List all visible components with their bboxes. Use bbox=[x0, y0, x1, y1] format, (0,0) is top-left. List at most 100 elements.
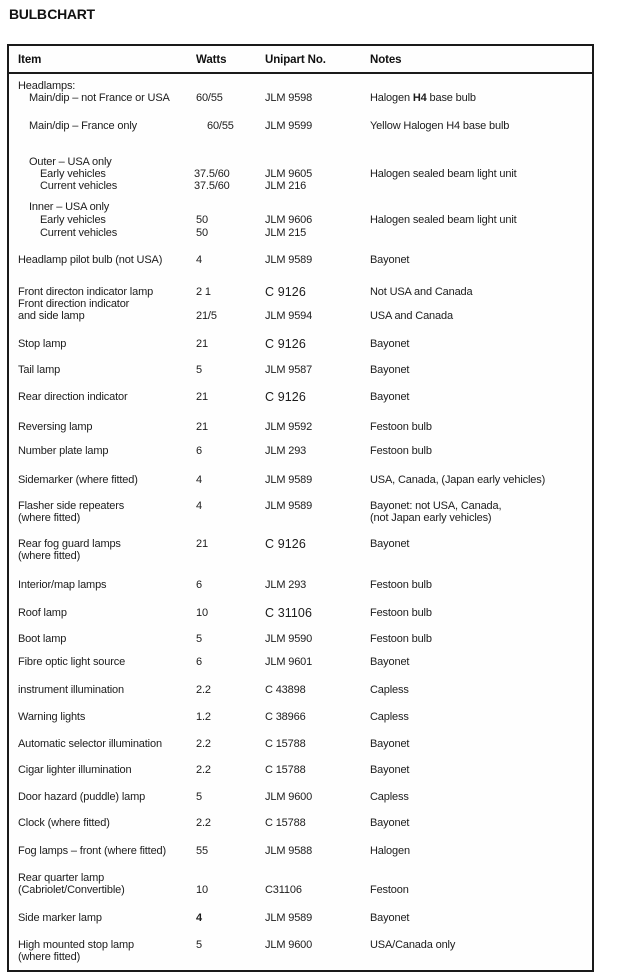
item-cell: Tail lamp bbox=[18, 364, 61, 376]
notes-cell: USA, Canada, (Japan early vehicles) bbox=[370, 474, 546, 486]
item-cell: Sidemarker (where fitted) bbox=[18, 474, 138, 486]
unipart-cell: C 38966 bbox=[265, 711, 306, 723]
item-cell: Headlamps: bbox=[18, 80, 76, 92]
watts-cell: 6 bbox=[196, 656, 202, 668]
notes-cell: Bayonet bbox=[370, 912, 410, 924]
notes-cell: Not USA and Canada bbox=[370, 286, 473, 298]
table-row: Main/dip – not France or USA 60/55 JLM 959… bbox=[9, 92, 592, 105]
notes-cell: Halogen sealed beam light unit bbox=[370, 214, 517, 226]
item-cell: Warning lights bbox=[18, 711, 86, 723]
table-row: Door hazard (puddle) lamp 5 JLM 9600 Caples… bbox=[9, 791, 592, 804]
notes-cell: USA and Canada bbox=[370, 310, 453, 322]
item-cell: Main/dip – France only bbox=[29, 120, 137, 132]
watts-cell: 4 bbox=[196, 912, 202, 924]
item-cell: Fog lamps – front (where fitted) bbox=[18, 845, 167, 857]
unipart-cell: C 15788 bbox=[265, 738, 306, 750]
watts-cell: 10 bbox=[196, 607, 208, 619]
column-header-unipart: Unipart No. bbox=[265, 54, 326, 66]
notes-text: Halogen bbox=[370, 92, 413, 104]
item-cell: (Cabriolet/Convertible) bbox=[18, 884, 125, 896]
watts-cell: 6 bbox=[196, 445, 202, 457]
table-row: Current vehicles 37.5/60 JLM 216 bbox=[9, 180, 592, 193]
table-row: (where fitted) (not Japan early vehicles) bbox=[9, 512, 592, 525]
item-cell: Reversing lamp bbox=[18, 421, 93, 433]
unipart-cell: JLM 9594 bbox=[265, 310, 313, 322]
unipart-cell: JLM 9590 bbox=[265, 633, 313, 645]
unipart-cell: JLM 9589 bbox=[265, 912, 313, 924]
table-row: Side marker lamp 4 JLM 9589 Bayonet bbox=[9, 912, 592, 925]
notes-cell: Festoon bulb bbox=[370, 445, 432, 457]
unipart-cell: C31106 bbox=[265, 884, 302, 896]
item-cell: Outer – USA only bbox=[29, 156, 112, 168]
bulb-table: Item Watts Unipart No. Notes Headlamps: M… bbox=[7, 44, 594, 972]
table-row: Roof lamp 10 C 31106 Festoon bulb bbox=[9, 607, 592, 620]
unipart-cell: JLM 9587 bbox=[265, 364, 313, 376]
table-row: Main/dip – France only 60/55 JLM 9599 Yello… bbox=[9, 120, 592, 133]
item-cell: Flasher side repeaters bbox=[18, 500, 125, 512]
unipart-cell: JLM 9601 bbox=[265, 656, 313, 668]
table-row: (where fitted) bbox=[9, 951, 592, 964]
table-row: Early vehicles 50 JLM 9606 Halogen sealed b… bbox=[9, 214, 592, 227]
item-cell: (where fitted) bbox=[18, 550, 81, 562]
table-row: Rear direction indicator 21 C 9126 Bayonet bbox=[9, 391, 592, 404]
watts-cell: 4 bbox=[196, 474, 202, 486]
table-row: Clock (where fitted) 2.2 C 15788 Bayonet bbox=[9, 817, 592, 830]
notes-cell: Halogen sealed beam light unit bbox=[370, 168, 517, 180]
item-cell: Early vehicles bbox=[40, 168, 106, 180]
table-row: High mounted stop lamp 5 JLM 9600 USA/Canad… bbox=[9, 939, 592, 952]
unipart-cell: JLM 293 bbox=[265, 445, 307, 457]
watts-cell: 21 bbox=[196, 538, 208, 550]
watts-cell: 5 bbox=[196, 939, 202, 951]
table-row: Inner – USA only bbox=[9, 201, 592, 214]
notes-cell: Festoon bulb bbox=[370, 633, 432, 645]
unipart-cell: JLM 9589 bbox=[265, 500, 313, 512]
notes-cell: Festoon bulb bbox=[370, 579, 432, 591]
notes-cell: Festoon bulb bbox=[370, 607, 432, 619]
watts-cell: 60/55 bbox=[207, 120, 234, 132]
column-header-watts: Watts bbox=[196, 54, 227, 66]
item-cell: Stop lamp bbox=[18, 338, 67, 350]
page-title: BULB CHART bbox=[9, 6, 95, 22]
watts-cell: 5 bbox=[196, 633, 202, 645]
notes-cell: Halogen H4 base bulb bbox=[370, 92, 476, 105]
unipart-cell: JLM 215 bbox=[265, 227, 307, 239]
table-row: (Cabriolet/Convertible) 10 C31106 Festoon bbox=[9, 884, 592, 897]
table-row: Rear quarter lamp bbox=[9, 872, 592, 885]
unipart-cell: C 15788 bbox=[265, 764, 306, 776]
item-cell: Front directon indicator lamp bbox=[18, 286, 154, 298]
item-cell: Headlamp pilot bulb (not USA) bbox=[18, 254, 163, 266]
notes-cell: (not Japan early vehicles) bbox=[370, 512, 492, 524]
table-row: Flasher side repeaters 4 JLM 9589 Bayonet: … bbox=[9, 500, 592, 513]
item-cell: Cigar lighter illumination bbox=[18, 764, 132, 776]
notes-cell: Yellow Halogen H4 base bulb bbox=[370, 120, 510, 132]
watts-cell: 4 bbox=[196, 500, 202, 512]
notes-cell: Bayonet: not USA, Canada, bbox=[370, 500, 502, 512]
watts-cell: 60/55 bbox=[196, 92, 223, 104]
notes-text: base bulb bbox=[426, 92, 477, 104]
item-cell: Rear fog guard lamps bbox=[18, 538, 121, 550]
watts-cell: 50 bbox=[196, 227, 208, 239]
item-cell: Side marker lamp bbox=[18, 912, 102, 924]
table-row: Interior/map lamps 6 JLM 293 Festoon bulb bbox=[9, 579, 592, 592]
notes-cell: Bayonet bbox=[370, 338, 410, 350]
unipart-cell: C 9126 bbox=[265, 537, 306, 551]
notes-cell: Bayonet bbox=[370, 764, 410, 776]
watts-cell: 21 bbox=[196, 421, 208, 433]
unipart-cell: C 9126 bbox=[265, 337, 306, 351]
table-row: Early vehicles 37.5/60 JLM 9605 Halogen sea… bbox=[9, 168, 592, 181]
table-row: Number plate lamp 6 JLM 293 Festoon bulb bbox=[9, 445, 592, 458]
table-row: Headlamps: bbox=[9, 80, 592, 93]
table-row: Tail lamp 5 JLM 9587 Bayonet bbox=[9, 364, 592, 377]
unipart-cell: JLM 9600 bbox=[265, 939, 313, 951]
item-cell: Rear direction indicator bbox=[18, 391, 128, 403]
item-cell: Rear quarter lamp bbox=[18, 872, 105, 884]
watts-cell: 2.2 bbox=[196, 684, 211, 696]
unipart-cell: C 31106 bbox=[265, 606, 313, 620]
unipart-cell: JLM 9599 bbox=[265, 120, 313, 132]
watts-cell: 37.5/60 bbox=[194, 168, 230, 180]
table-row: Boot lamp 5 JLM 9590 Festoon bulb bbox=[9, 633, 592, 646]
watts-cell: 10 bbox=[196, 884, 208, 896]
notes-cell: Bayonet bbox=[370, 254, 410, 266]
notes-cell: USA/Canada only bbox=[370, 939, 456, 951]
